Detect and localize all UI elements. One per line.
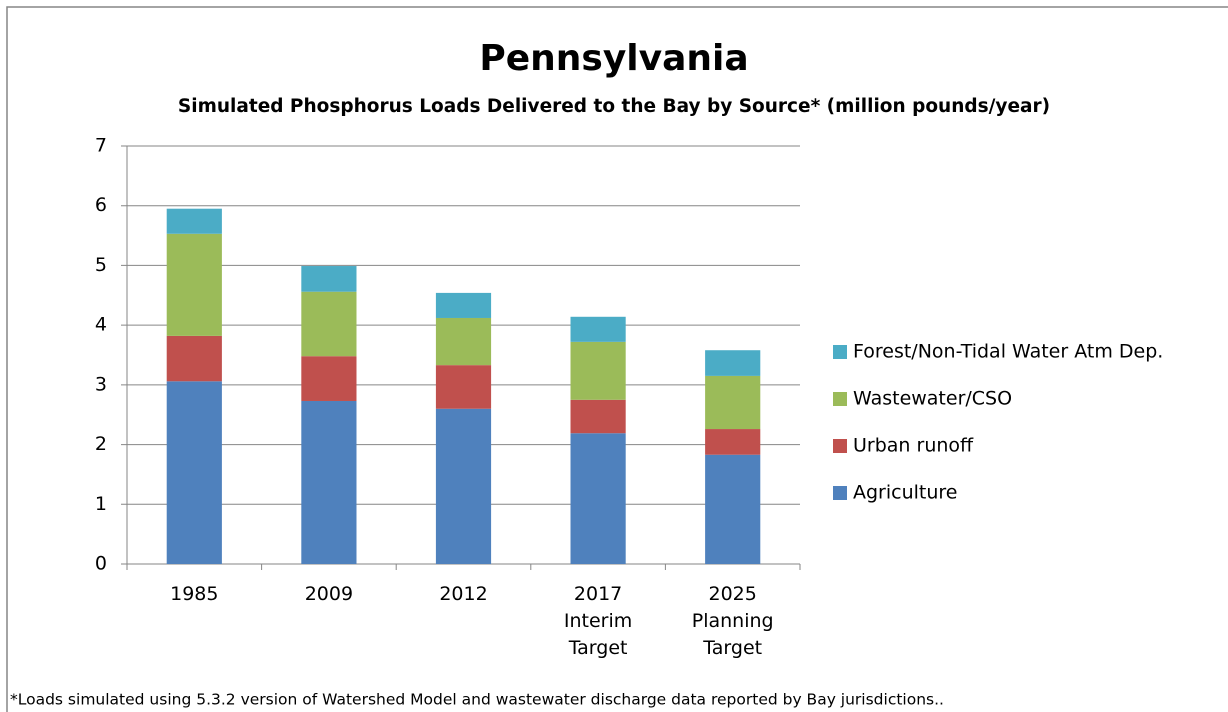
y-tick-label: 2 bbox=[95, 433, 107, 455]
bar-segment bbox=[705, 454, 761, 564]
y-tick-label: 4 bbox=[95, 314, 107, 336]
y-tick-label: 1 bbox=[95, 493, 107, 515]
bar-segment bbox=[570, 399, 626, 434]
bar-segment bbox=[570, 316, 626, 342]
legend-label: Urban runoff bbox=[853, 435, 974, 457]
y-tick-label: 3 bbox=[95, 373, 107, 395]
bar-segment bbox=[435, 365, 492, 409]
bar-segment bbox=[570, 433, 626, 564]
bar-segment bbox=[166, 233, 222, 336]
bar-segment bbox=[435, 292, 492, 318]
bar-segment bbox=[301, 291, 357, 357]
y-tick-label: 0 bbox=[95, 553, 107, 575]
chart-subtitle: Simulated Phosphorus Loads Delivered to … bbox=[178, 96, 1050, 117]
bar-segment bbox=[166, 335, 222, 382]
bar-segment bbox=[301, 356, 357, 401]
bar-segment bbox=[705, 429, 761, 455]
bar-segment bbox=[705, 375, 761, 430]
x-tick-label: 2025 Planning Target bbox=[691, 583, 774, 659]
bar-segment bbox=[435, 317, 492, 366]
bar-segment bbox=[166, 208, 222, 234]
legend-label: Forest/Non-Tidal Water Atm Dep. bbox=[853, 341, 1163, 363]
legend-swatch bbox=[833, 439, 847, 453]
bar-segment bbox=[570, 341, 626, 400]
bar-segment bbox=[435, 408, 492, 564]
y-tick-label: 6 bbox=[95, 194, 107, 216]
x-tick-label: 2009 bbox=[304, 583, 354, 605]
chart-title: Pennsylvania bbox=[479, 38, 748, 79]
x-tick-label: 2017 Interim Target bbox=[563, 583, 633, 659]
bar-segment bbox=[301, 266, 357, 292]
bar-segment bbox=[166, 381, 222, 564]
y-tick-label: 5 bbox=[95, 254, 107, 276]
y-tick-label: 7 bbox=[95, 135, 107, 157]
legend-swatch bbox=[833, 486, 847, 500]
x-tick-label: 1985 bbox=[170, 583, 219, 605]
legend-swatch bbox=[833, 392, 847, 406]
footnote: *Loads simulated using 5.3.2 version of … bbox=[10, 691, 944, 709]
legend-label: Agriculture bbox=[853, 482, 958, 504]
bar-segment bbox=[705, 350, 761, 376]
legend-label: Wastewater/CSO bbox=[853, 388, 1012, 410]
frame bbox=[6, 6, 1228, 712]
x-tick-label: 2012 bbox=[439, 583, 488, 605]
bar-segment bbox=[301, 400, 357, 564]
legend-swatch bbox=[833, 345, 847, 359]
